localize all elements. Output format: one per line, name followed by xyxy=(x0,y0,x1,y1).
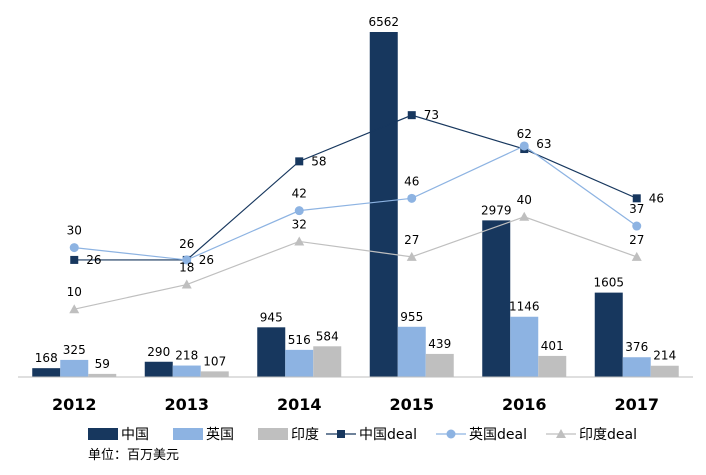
line-label-印度deal-2014: 32 xyxy=(292,217,307,231)
bar-label-中国-2017: 1605 xyxy=(593,276,624,290)
line-label-中国deal-2013: 26 xyxy=(199,253,214,267)
line-label-印度deal-2015: 27 xyxy=(404,233,419,247)
legend-label-中国deal: 中国deal xyxy=(359,427,417,443)
legend-swatch-中国 xyxy=(88,428,118,440)
line-label-英国deal-2013: 26 xyxy=(179,237,194,251)
marker-印度deal-2017 xyxy=(631,251,642,261)
marker-英国deal-2017 xyxy=(632,221,642,231)
bar-label-英国-2016: 1146 xyxy=(509,300,540,314)
bar-中国-2017 xyxy=(594,292,623,377)
legend-label-英国deal: 英国deal xyxy=(469,426,527,443)
x-tick-label-2012: 2012 xyxy=(52,395,97,414)
marker-英国deal-2014 xyxy=(294,206,304,216)
bar-label-印度-2015: 439 xyxy=(428,337,451,351)
bar-英国-2015 xyxy=(397,326,426,377)
legend-swatch-英国 xyxy=(173,428,203,440)
bar-印度-2015 xyxy=(425,353,454,377)
legend-swatch-印度 xyxy=(258,428,288,440)
bar-label-印度-2014: 584 xyxy=(316,329,339,343)
marker-印度deal-2016 xyxy=(519,211,530,221)
legend-label-印度deal: 印度deal xyxy=(579,427,637,443)
bar-中国-2013 xyxy=(144,361,173,377)
line-label-中国deal-2012: 26 xyxy=(86,253,101,267)
x-tick-label-2017: 2017 xyxy=(614,395,659,414)
marker-中国deal-2014 xyxy=(295,157,304,166)
bar-label-印度-2016: 401 xyxy=(541,339,564,353)
line-印度deal xyxy=(74,216,637,310)
bar-label-印度-2012: 59 xyxy=(95,357,110,371)
line-中国deal xyxy=(74,114,637,261)
bar-印度-2013 xyxy=(200,371,229,377)
bar-label-中国-2014: 945 xyxy=(260,310,283,324)
bar-印度-2016 xyxy=(538,355,567,377)
line-label-中国deal-2016: 62 xyxy=(517,127,532,141)
line-label-印度deal-2013: 18 xyxy=(179,261,194,275)
bar-label-中国-2015: 6562 xyxy=(368,15,399,29)
marker-中国deal-2012 xyxy=(70,255,79,264)
unit-note: 单位：百万美元 xyxy=(88,448,180,463)
bar-中国-2015 xyxy=(369,32,398,377)
bar-英国-2013 xyxy=(172,365,201,377)
marker-印度deal-2012 xyxy=(69,304,80,314)
line-label-印度deal-2017: 27 xyxy=(629,233,644,247)
line-label-英国deal-2014: 42 xyxy=(292,187,307,201)
line-label-英国deal-2015: 46 xyxy=(404,174,419,188)
legend-label-中国: 中国 xyxy=(121,427,149,443)
bar-英国-2014 xyxy=(285,349,314,377)
bar-中国-2014 xyxy=(257,327,286,377)
bar-印度-2017 xyxy=(650,365,679,377)
bar-label-英国-2013: 218 xyxy=(175,349,198,363)
marker-英国deal-2013 xyxy=(182,255,192,265)
line-label-中国deal-2014: 58 xyxy=(311,154,326,168)
marker-印度deal-2013 xyxy=(181,279,192,289)
x-tick-label-2015: 2015 xyxy=(389,395,434,414)
bar-英国-2017 xyxy=(622,357,651,377)
bar-英国-2016 xyxy=(510,316,539,377)
bar-label-中国-2013: 290 xyxy=(147,345,170,359)
line-label-英国deal-2016: 63 xyxy=(536,137,551,151)
marker-英国deal-2012 xyxy=(69,243,79,253)
line-label-印度deal-2012: 10 xyxy=(67,285,82,299)
marker-英国deal-2015 xyxy=(407,193,417,203)
line-label-中国deal-2017: 46 xyxy=(649,191,664,205)
bar-label-印度-2017: 214 xyxy=(653,349,676,363)
bar-印度-2012 xyxy=(88,373,117,377)
x-tick-label-2014: 2014 xyxy=(277,395,322,414)
bar-label-英国-2012: 325 xyxy=(63,343,86,357)
line-label-中国deal-2015: 73 xyxy=(424,108,439,122)
legend-marker-英国deal xyxy=(446,429,456,439)
bar-label-英国-2017: 376 xyxy=(625,340,648,354)
bar-label-中国-2016: 2979 xyxy=(481,203,512,217)
bar-label-中国-2012: 168 xyxy=(35,351,58,365)
line-英国deal xyxy=(74,145,638,261)
marker-印度deal-2014 xyxy=(294,236,305,246)
legend-label-印度: 印度 xyxy=(291,427,319,443)
legend-marker-印度deal xyxy=(556,429,566,438)
bar-label-印度-2013: 107 xyxy=(203,354,226,368)
bar-中国-2016 xyxy=(482,220,511,377)
x-tick-label-2016: 2016 xyxy=(502,395,547,414)
line-label-英国deal-2012: 30 xyxy=(67,224,82,238)
bar-印度-2014 xyxy=(313,346,342,377)
legend-label-英国: 英国 xyxy=(206,426,234,443)
bar-英国-2012 xyxy=(60,359,89,377)
bar-label-英国-2014: 516 xyxy=(288,333,311,347)
marker-英国deal-2016 xyxy=(519,141,529,151)
marker-印度deal-2015 xyxy=(406,251,417,261)
legend-marker-中国deal xyxy=(337,430,345,438)
x-tick-label-2013: 2013 xyxy=(164,395,209,414)
marker-中国deal-2015 xyxy=(407,111,416,120)
line-label-英国deal-2017: 37 xyxy=(629,202,644,216)
marker-中国deal-2017 xyxy=(632,194,641,203)
bar-中国-2012 xyxy=(32,368,61,377)
bar-label-英国-2015: 955 xyxy=(400,310,423,324)
line-label-印度deal-2016: 40 xyxy=(517,193,532,207)
